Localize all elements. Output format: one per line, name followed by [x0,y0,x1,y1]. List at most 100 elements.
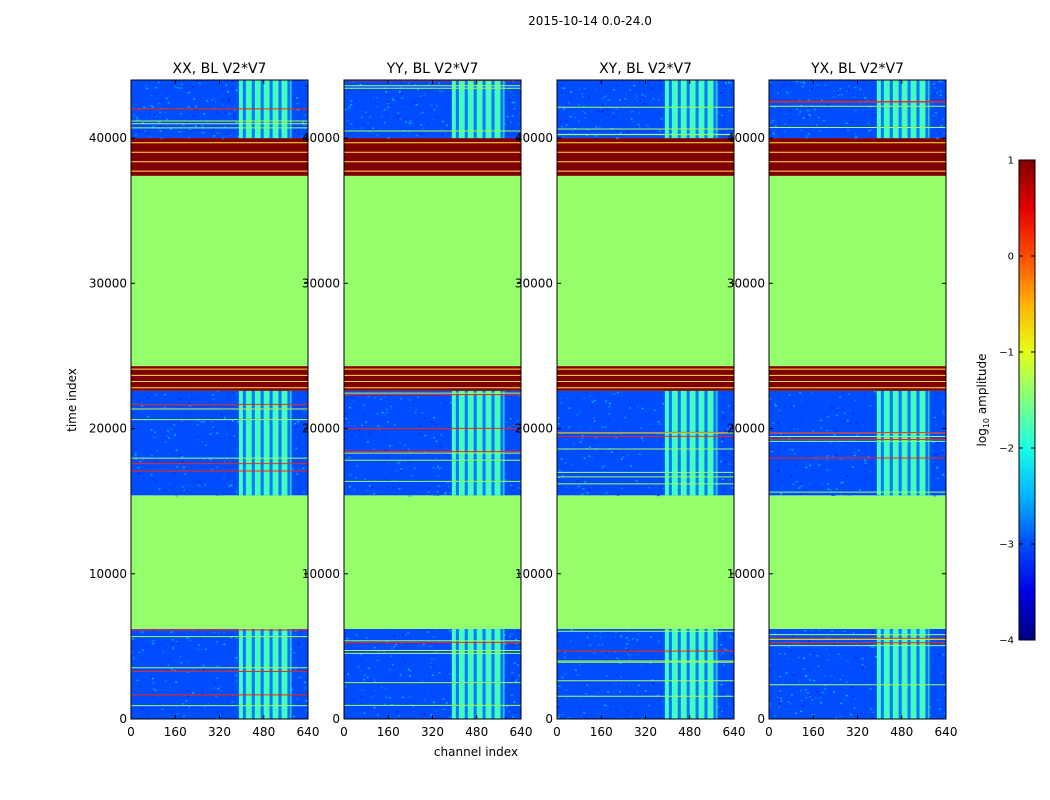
noise-pixel [850,686,853,689]
noise-pixel [235,706,238,708]
noise-pixel [359,640,362,643]
noise-pixel [221,103,224,106]
noise-pixel [662,399,665,402]
noise-pixel [192,668,195,670]
noise-pixel [857,449,860,452]
noise-pixel [511,80,514,82]
noise-pixel [591,457,594,459]
noise-pixel [516,646,519,649]
noise-pixel [508,635,511,638]
noise-pixel [347,673,350,676]
noise-pixel [163,394,166,396]
noise-pixel [170,672,173,674]
noise-pixel [158,102,161,105]
noise-pixel [388,668,391,671]
noise-pixel [189,639,192,642]
rfi-gap [686,390,690,496]
noise-pixel [809,464,812,467]
noise-pixel [515,680,518,683]
noise-pixel [181,420,184,423]
flat-block [131,175,308,367]
noise-pixel [164,680,167,682]
noise-pixel [830,429,833,431]
noise-pixel [438,467,441,470]
rfi-gap [473,628,477,719]
noise-pixel [810,715,813,717]
noise-pixel [441,120,444,123]
noise-pixel [398,715,401,717]
noise-pixel [580,112,583,114]
noise-pixel [365,407,368,410]
noise-pixel [718,120,721,123]
noise-pixel [630,716,633,718]
noise-pixel [442,698,445,700]
noise-pixel [507,426,510,428]
noise-pixel [857,429,860,432]
noise-pixel [847,89,850,91]
noise-pixel [398,91,401,94]
noise-pixel [769,703,772,705]
noise-pixel [859,698,862,701]
flagged-block [344,366,521,391]
noise-pixel [619,717,622,719]
noise-pixel [820,427,823,429]
noise-pixel [718,713,721,716]
noise-pixel [367,122,370,124]
noise-pixel [804,703,807,706]
noise-pixel [360,127,363,129]
noise-pixel [179,398,182,400]
noise-pixel [771,492,774,495]
noise-pixel [178,131,181,133]
noise-pixel [778,675,781,678]
noise-pixel [561,713,564,716]
flagged-block [131,138,308,176]
x-tick-label: 480 [252,725,275,739]
noise-pixel [151,701,154,704]
noise-pixel [771,119,774,122]
noise-pixel [371,486,374,489]
noise-pixel [147,132,150,134]
noise-pixel [797,680,800,683]
noise-pixel [557,716,560,719]
noise-pixel [508,454,511,456]
noise-pixel [613,635,616,638]
noise-pixel [401,696,404,699]
noise-pixel [377,703,380,705]
noise-pixel [934,463,937,465]
noise-pixel [660,81,663,83]
noise-pixel [409,643,412,646]
noise-pixel [159,111,162,114]
noise-pixel [181,460,184,463]
noise-pixel [361,424,364,427]
noise-pixel [376,663,379,665]
noise-pixel [574,116,577,119]
noise-pixel [181,134,184,137]
rfi-band [664,80,718,139]
noise-pixel [352,699,355,701]
noise-pixel [384,688,387,690]
noise-pixel [930,492,933,495]
noise-pixel [383,109,386,112]
noise-pixel [631,132,634,134]
noise-pixel [198,82,201,85]
noise-pixel [359,83,362,86]
noise-pixel [151,712,154,714]
noise-pixel [607,691,610,693]
noise-pixel [383,657,386,660]
noise-pixel [168,689,171,692]
noise-pixel [727,642,730,644]
noise-pixel [188,395,191,398]
noise-pixel [855,422,858,424]
noise-pixel [615,709,618,711]
noise-pixel [601,104,604,107]
noise-pixel [640,665,643,667]
noise-pixel [437,115,440,118]
noise-pixel [397,93,400,95]
figure-title: 2015-10-14 0.0-24.0 [528,14,652,28]
noise-pixel [866,99,869,102]
noise-pixel [729,92,732,94]
noise-pixel [845,122,848,124]
noise-pixel [590,631,593,633]
noise-pixel [598,643,601,646]
rfi-gap [686,80,690,139]
